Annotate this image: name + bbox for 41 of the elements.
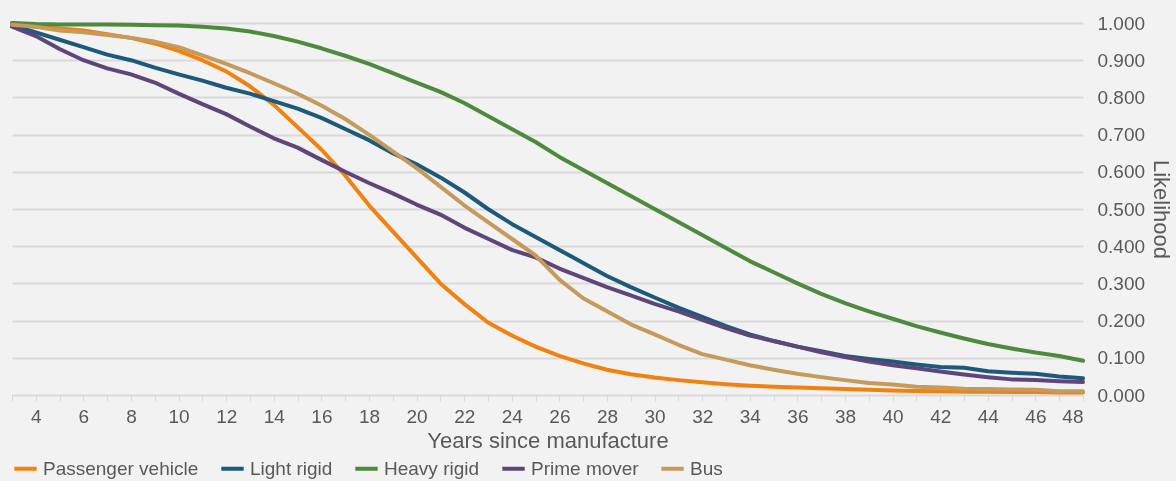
x-tick-label: 10: [168, 405, 190, 427]
x-tick-label: 36: [787, 405, 809, 427]
y-tick-label: 0.900: [1097, 49, 1146, 71]
x-tick-label: 12: [216, 405, 238, 427]
legend-label: Passenger vehicle: [43, 457, 199, 479]
y-tick-label: 1.000: [1097, 12, 1146, 34]
x-tick-label: 4: [31, 405, 43, 427]
x-tick-label: 26: [549, 405, 571, 427]
y-tick-label: 0.600: [1097, 161, 1146, 183]
legend-label: Bus: [690, 457, 723, 479]
x-tick-label: 34: [739, 405, 762, 427]
x-tick-label: 14: [263, 405, 286, 427]
x-tick-label: 8: [126, 405, 137, 427]
legend-label: Prime mover: [531, 457, 640, 479]
y-tick-label: 0.700: [1097, 124, 1146, 146]
x-tick-label: 18: [358, 405, 381, 427]
legend-label: Heavy rigid: [384, 457, 480, 479]
legend-label: Light rigid: [250, 457, 333, 479]
x-tick-label: 44: [977, 405, 1000, 427]
x-axis-title: Years since manufacture: [427, 427, 669, 453]
x-tick-label: 46: [1025, 405, 1047, 427]
x-tick-label: 16: [311, 405, 333, 427]
x-tick-label: 20: [406, 405, 428, 427]
x-tick-label: 42: [930, 405, 952, 427]
y-tick-label: 0.800: [1097, 86, 1146, 108]
y-tick-label: 0.200: [1097, 310, 1146, 332]
y-axis-title: Likelihood: [1149, 159, 1175, 260]
y-tick-label: 0.300: [1097, 272, 1146, 294]
x-tick-label: 6: [78, 405, 90, 427]
x-tick-label: 28: [596, 405, 619, 427]
x-tick-label: 22: [454, 405, 476, 427]
x-tick-label: 40: [882, 405, 904, 427]
x-tick-label: 30: [644, 405, 666, 427]
y-tick-label: 0.400: [1097, 235, 1146, 257]
x-tick-label: 48: [1062, 405, 1084, 427]
y-tick-label: 0.500: [1097, 198, 1146, 220]
x-tick-label: 38: [834, 405, 857, 427]
x-tick-label: 32: [692, 405, 714, 427]
y-tick-label: 0.000: [1097, 384, 1146, 406]
x-tick-label: 24: [501, 405, 524, 427]
y-tick-label: 0.100: [1097, 347, 1146, 369]
